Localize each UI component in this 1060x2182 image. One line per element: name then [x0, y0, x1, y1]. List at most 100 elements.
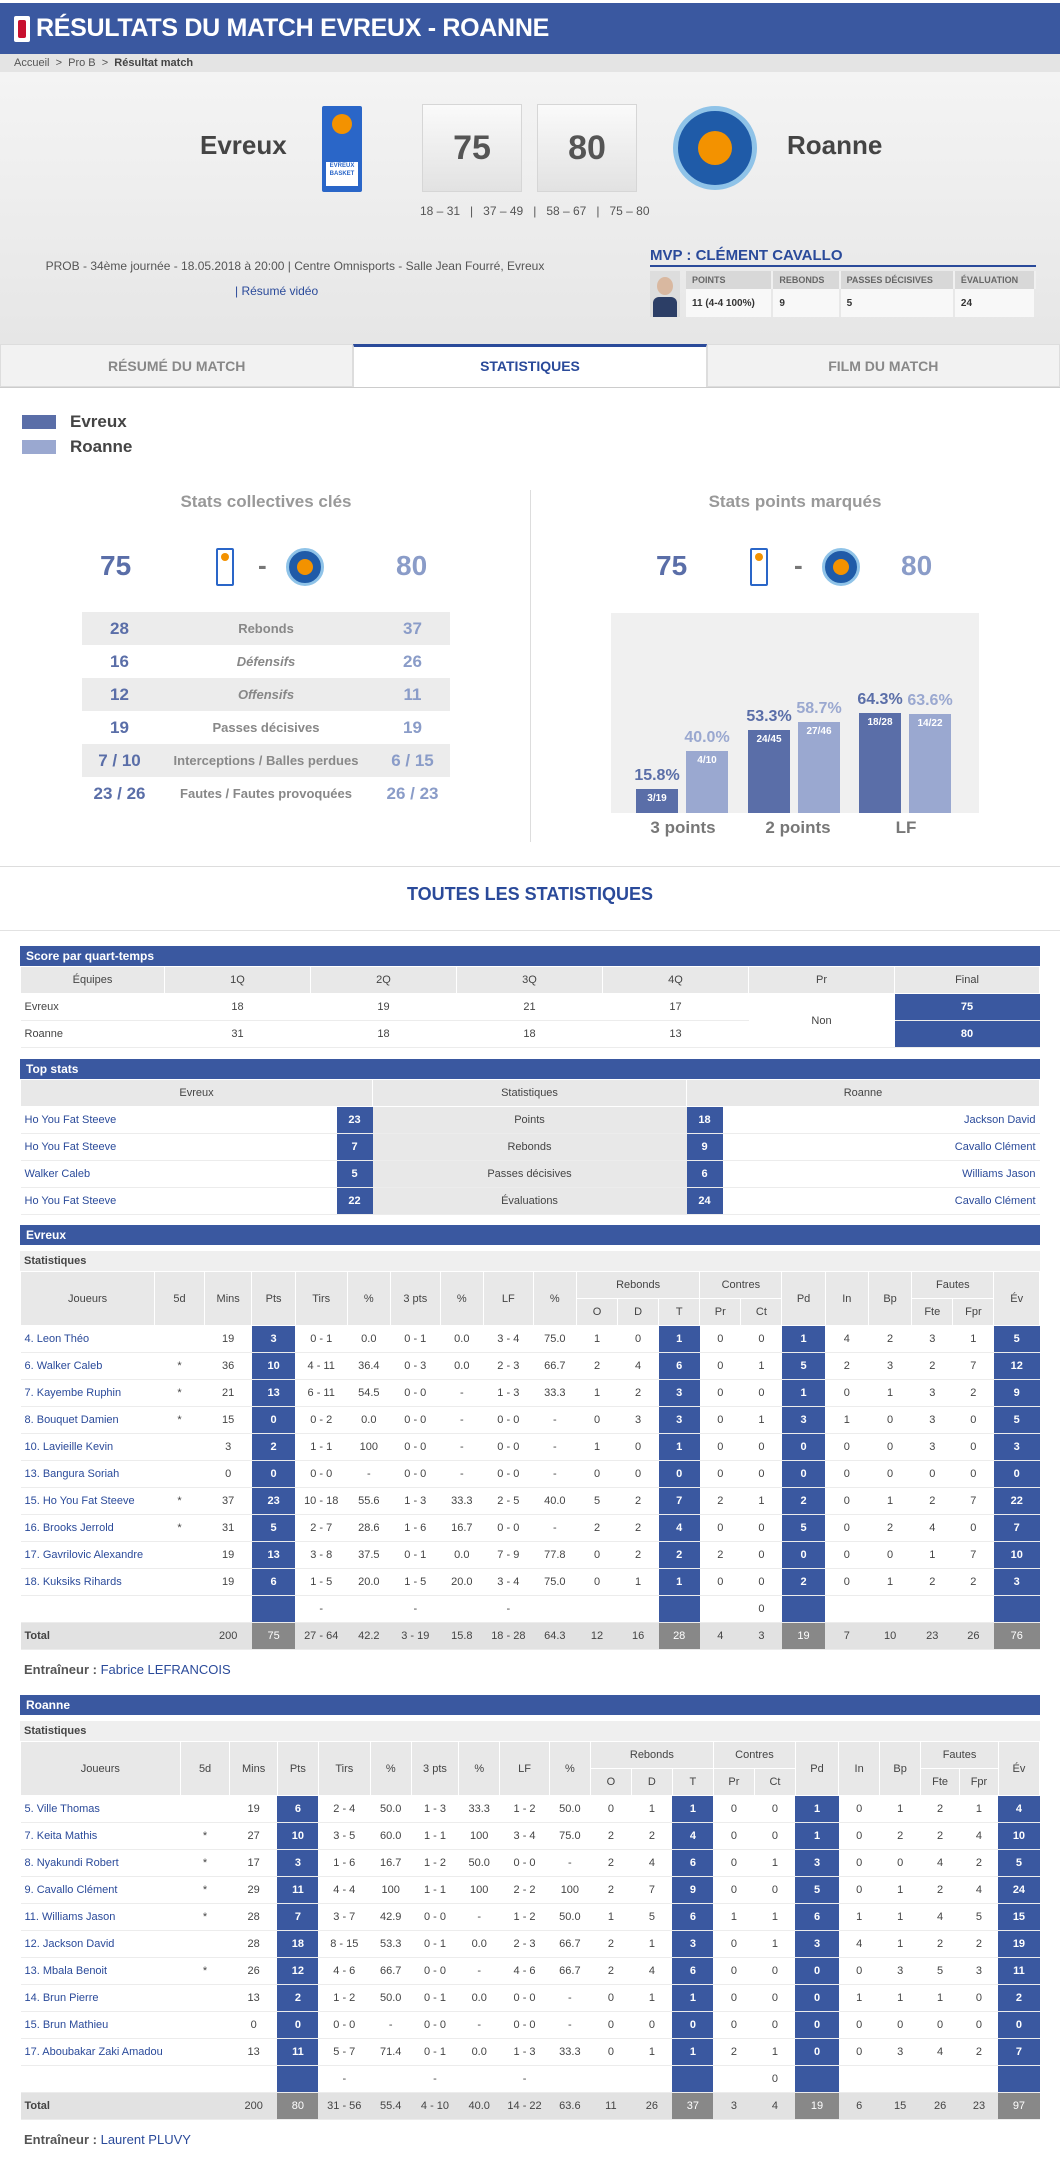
col-header: Ct	[740, 1298, 783, 1326]
stat-cell: 2	[576, 1352, 618, 1380]
player-name[interactable]: 17. Gavrilovic Alexandre	[20, 1541, 155, 1569]
stat-cell: 0 - 1	[411, 1984, 459, 2012]
stat-label: Interceptions / Balles perdues	[157, 744, 375, 777]
stat-cell: 1	[879, 1903, 921, 1931]
stat-cell: 22	[993, 1487, 1040, 1515]
player-name[interactable]: 6. Walker Caleb	[20, 1352, 155, 1380]
key-stat-row: 23 / 26 Fautes / Fautes provoquées 26 / 23	[82, 777, 450, 810]
stat-label: Rebonds	[372, 1133, 687, 1161]
video-summary-link[interactable]: | Résumé vidéo	[235, 284, 319, 298]
stat-cell: 2	[277, 1984, 319, 2012]
home-player[interactable]: Ho You Fat Steeve	[20, 1106, 337, 1134]
divider	[0, 866, 1060, 867]
away-player[interactable]: Cavallo Clément	[722, 1187, 1040, 1215]
stat-cell: 3	[868, 1352, 912, 1380]
player-name[interactable]: 13. Bangura Soriah	[20, 1460, 155, 1488]
stat-cell: 0	[754, 2011, 796, 2039]
player-name[interactable]: 15. Ho You Fat Steeve	[20, 1487, 155, 1515]
breadcrumb-league[interactable]: Pro B	[68, 57, 96, 69]
cell: 31	[164, 1020, 311, 1048]
coach-name[interactable]: Fabrice LEFRANCOIS	[100, 1662, 231, 1677]
player-name[interactable]: 7. Kayembe Ruphin	[20, 1379, 155, 1407]
stat-cell: 3	[879, 1957, 921, 1985]
key-stat-row: 7 / 10 Interceptions / Balles perdues 6 / …	[82, 744, 450, 777]
overtime-cell: Non	[748, 993, 895, 1048]
player-name[interactable]: 8. Nyakundi Robert	[20, 1849, 181, 1877]
player-name[interactable]: 13. Mbala Benoit	[20, 1957, 181, 1985]
away-player[interactable]: Cavallo Clément	[722, 1133, 1040, 1161]
col-header: Tirs	[294, 1271, 348, 1326]
home-player[interactable]: Ho You Fat Steeve	[20, 1187, 337, 1215]
stat-cell: 4 - 10	[411, 2092, 459, 2120]
col-header: Contres	[699, 1271, 783, 1299]
stat-cell: 200	[229, 2092, 278, 2120]
player-name[interactable]: 4. Leon Théo	[20, 1325, 155, 1353]
col-header: Pr	[699, 1298, 742, 1326]
player-name[interactable]: 8. Bouquet Damien	[20, 1406, 155, 1434]
player-row: 17. Gavrilovic Alexandre 19 13 3 - 8 37.5 0 -…	[20, 1541, 1040, 1569]
stat-cell: 31	[204, 1514, 252, 1542]
team-cell: Evreux	[20, 993, 165, 1021]
stat-cell: 6	[672, 1849, 714, 1877]
stat-cell	[868, 1595, 912, 1623]
tab-summary[interactable]: RÉSUMÉ DU MATCH	[0, 344, 354, 387]
breadcrumb-home[interactable]: Accueil	[14, 57, 50, 69]
col-header: 4Q	[602, 966, 749, 994]
stat-cell: 1	[838, 1903, 880, 1931]
stat-cell: 1	[838, 1984, 880, 2012]
col-header: Pd	[781, 1271, 826, 1326]
player-name[interactable]: 10. Lavieille Kevin	[20, 1433, 155, 1461]
away-player[interactable]: Jackson David	[722, 1106, 1040, 1134]
stat-cell	[277, 2065, 319, 2093]
stat-cell: 33.3	[440, 1487, 484, 1515]
stat-cell: 1 - 5	[390, 1568, 441, 1596]
player-name[interactable]: 15. Brun Mathieu	[20, 2011, 181, 2039]
player-name[interactable]: 18. Kuksiks Rihards	[20, 1568, 155, 1596]
stat-cell: 1	[576, 1379, 618, 1407]
stat-cell: 0	[713, 1822, 755, 1850]
stat-cell: 1	[952, 1325, 994, 1353]
player-name[interactable]: 11. Williams Jason	[20, 1903, 181, 1931]
stat-cell	[180, 2065, 230, 2093]
home-player[interactable]: Walker Caleb	[20, 1160, 337, 1188]
bar-made-label: 27/46	[806, 726, 832, 737]
stat-cell: 1 - 6	[318, 1849, 371, 1877]
stat-cell: 0	[838, 2011, 880, 2039]
stat-cell: 80	[277, 2092, 319, 2120]
stat-cell: 2	[781, 1568, 826, 1596]
stat-cell: 20.0	[440, 1568, 484, 1596]
coach-name[interactable]: Laurent PLUVY	[100, 2132, 191, 2147]
tab-film[interactable]: FILM DU MATCH	[706, 344, 1060, 387]
stat-cell	[154, 1325, 205, 1353]
player-name[interactable]: 14. Brun Pierre	[20, 1984, 181, 2012]
x-label: 3 points	[650, 818, 716, 837]
tab-statistics[interactable]: STATISTIQUES	[353, 344, 707, 387]
stat-cell: 3	[658, 1406, 700, 1434]
bar-roanne-0: 4/10 40.0%	[684, 729, 730, 813]
mvp-header: ÉVALUATION	[953, 271, 1037, 289]
stat-cell: 100	[347, 1433, 391, 1461]
stat-cell: 3	[251, 1325, 296, 1353]
stat-cell: 1 - 2	[411, 1849, 459, 1877]
away-team-logo	[673, 106, 757, 190]
col-header: Fpr	[959, 1768, 999, 1796]
stat-cell: 1	[781, 1325, 826, 1353]
player-row: 14. Brun Pierre 13 2 1 - 2 50.0 0 - 1 0.0 0 - 0…	[20, 1984, 1040, 2012]
player-row: 17. Aboubakar Zaki Amadou 13 11 5 - 7 71.4 0 …	[20, 2038, 1040, 2066]
player-name[interactable]: 5. Ville Thomas	[20, 1795, 181, 1823]
stat-cell: 55.4	[370, 2092, 412, 2120]
stat-cell: 27	[229, 1822, 278, 1850]
player-name[interactable]: 16. Brooks Jerrold	[20, 1514, 155, 1542]
player-name[interactable]: 9. Cavallo Clément	[20, 1876, 181, 1904]
player-name[interactable]: 17. Aboubakar Zaki Amadou	[20, 2038, 181, 2066]
roanne-stats-block: Roanne Statistiques Joueurs 5d Mins Pts Tirs…	[20, 1695, 1041, 2147]
col-header: Fautes	[911, 1271, 995, 1299]
player-name[interactable]: 7. Keita Mathis	[20, 1822, 181, 1850]
away-player[interactable]: Williams Jason	[722, 1160, 1040, 1188]
home-player[interactable]: Ho You Fat Steeve	[20, 1133, 337, 1161]
stat-cell: 3	[879, 2038, 921, 2066]
player-name[interactable]: 12. Jackson David	[20, 1930, 181, 1958]
player-row: 18. Kuksiks Rihards 19 6 1 - 5 20.0 1 - 5 20.0…	[20, 1568, 1040, 1596]
stat-cell: 0	[713, 1849, 755, 1877]
player-row: 8. Nyakundi Robert * 17 3 1 - 6 16.7 1 - 2 50.0…	[20, 1849, 1040, 1877]
